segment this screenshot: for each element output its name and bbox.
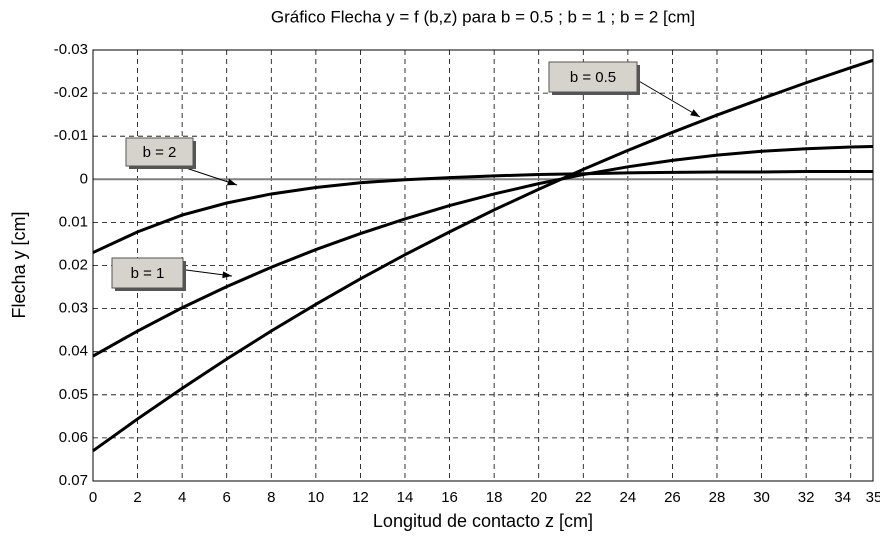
x-tick-label: 30 <box>753 489 770 506</box>
y-tick-label: 0.01 <box>59 213 88 230</box>
y-tick-label: 0.02 <box>59 256 88 273</box>
annotation-text: b = 1 <box>131 265 165 282</box>
y-tick-label: -0.03 <box>54 41 88 58</box>
x-tick-label: 34 <box>834 489 851 506</box>
y-axis-label: Flecha y [cm] <box>9 211 29 318</box>
series-line <box>92 145 874 358</box>
x-tick-label: 4 <box>178 489 186 506</box>
plot-frame <box>92 49 874 482</box>
annotation-box <box>548 61 638 93</box>
y-tick-label: -0.02 <box>54 84 88 101</box>
annotation-arrowhead <box>227 178 237 186</box>
annotation-text: b = 2 <box>143 144 177 161</box>
annotation-arrowhead <box>222 271 232 279</box>
x-tick-label: 14 <box>397 489 414 506</box>
x-axis-label: Longitud de contacto z [cm] <box>373 511 593 531</box>
x-tick-label: 6 <box>223 489 231 506</box>
annotation-arrow <box>636 79 701 118</box>
y-tick-label: 0.06 <box>59 429 88 446</box>
series-line <box>92 170 873 254</box>
x-tick-label: 2 <box>133 489 141 506</box>
x-tick-label: 20 <box>530 489 547 506</box>
series-line <box>92 58 874 453</box>
annotation-box <box>125 137 194 167</box>
y-tick-label: 0.05 <box>59 386 88 403</box>
x-tick-label: 18 <box>486 489 503 506</box>
x-tick-label: 22 <box>575 489 592 506</box>
annotation-text: b = 0.5 <box>570 69 616 86</box>
x-tick-label: 8 <box>267 489 275 506</box>
x-tick-label: 0 <box>89 489 97 506</box>
x-tick-label: 35 <box>866 489 880 506</box>
y-tick-label: 0.07 <box>59 472 88 489</box>
annotation-box <box>111 257 184 289</box>
y-tick-label: 0.03 <box>59 300 88 317</box>
annotation-arrow <box>179 165 238 186</box>
annotation-arrowhead <box>690 109 700 117</box>
x-tick-label: 28 <box>709 489 726 506</box>
chart-title: Gráfico Flecha y = f (b,z) para b = 0.5 … <box>271 7 695 26</box>
y-tick-label: 0 <box>80 170 88 187</box>
y-tick-label: 0.04 <box>59 343 88 360</box>
x-tick-label: 12 <box>352 489 369 506</box>
x-tick-label: 32 <box>798 489 815 506</box>
x-tick-label: 10 <box>308 489 325 506</box>
x-tick-label: 16 <box>441 489 458 506</box>
x-tick-label: 26 <box>664 489 681 506</box>
x-tick-label: 24 <box>620 489 637 506</box>
y-tick-label: -0.01 <box>54 127 88 144</box>
